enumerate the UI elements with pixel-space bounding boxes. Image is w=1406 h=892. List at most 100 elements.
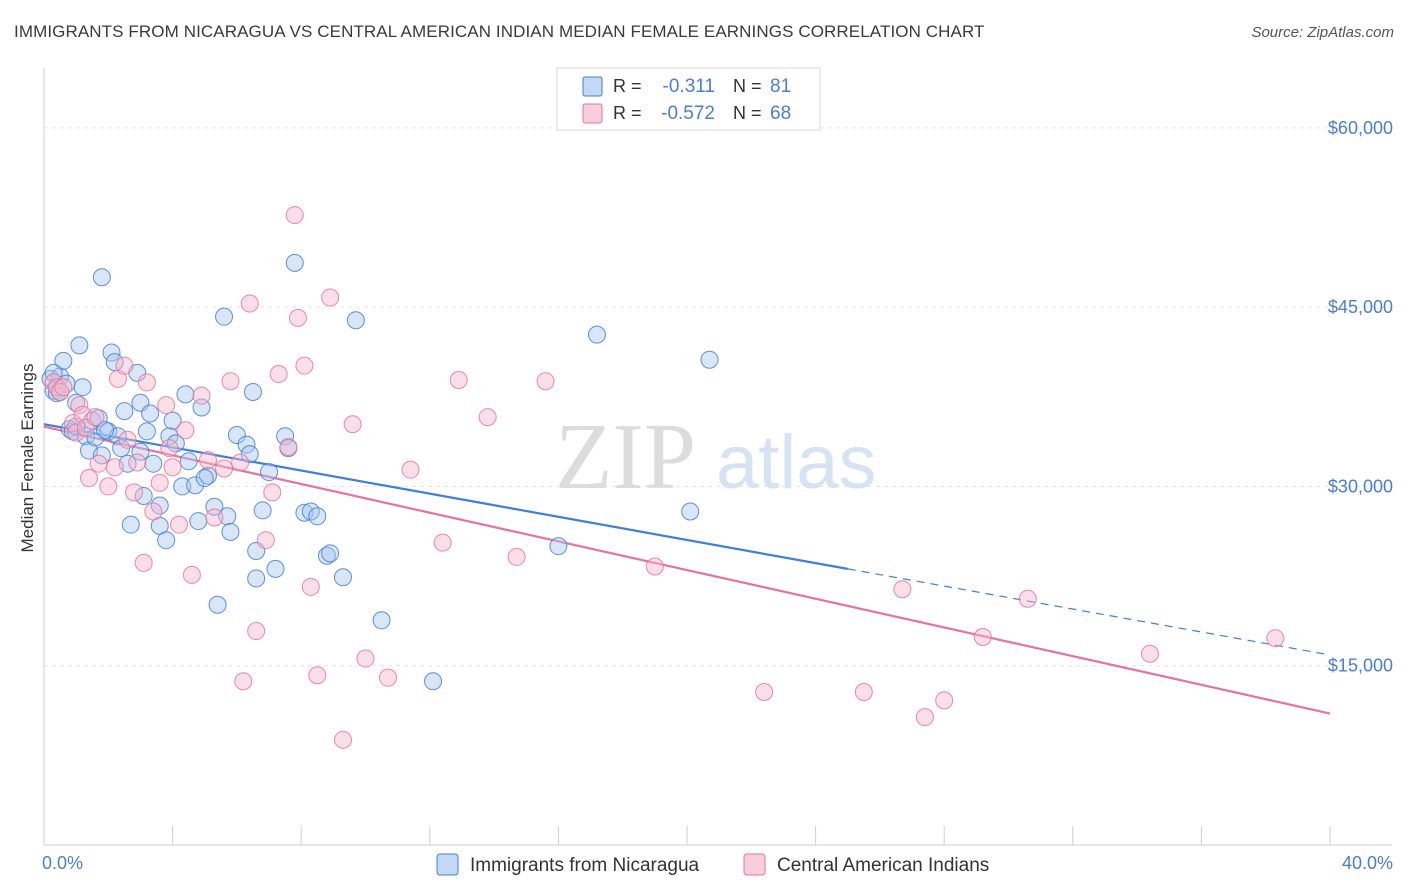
point-nicaragua bbox=[189, 512, 208, 531]
legend-n-value: 81 bbox=[770, 76, 791, 97]
legend-swatch bbox=[743, 853, 766, 876]
watermark-zip: ZIP bbox=[555, 405, 696, 509]
point-nicaragua bbox=[321, 544, 340, 563]
point-central-american-indian bbox=[170, 515, 189, 534]
point-central-american-indian bbox=[51, 382, 70, 401]
point-nicaragua bbox=[276, 427, 295, 446]
point-central-american-indian bbox=[215, 459, 234, 478]
point-nicaragua bbox=[67, 417, 86, 436]
point-central-american-indian bbox=[536, 372, 555, 391]
point-central-american-indian bbox=[288, 308, 307, 327]
point-central-american-indian bbox=[105, 458, 124, 477]
point-central-american-indian bbox=[115, 356, 134, 375]
point-central-american-indian bbox=[893, 580, 912, 599]
point-nicaragua bbox=[218, 507, 237, 526]
point-nicaragua bbox=[195, 469, 214, 488]
point-nicaragua bbox=[247, 569, 266, 588]
point-central-american-indian bbox=[231, 453, 250, 472]
point-nicaragua bbox=[115, 402, 134, 421]
legend-r-label: R = bbox=[613, 76, 642, 96]
legend-label: Central American Indians bbox=[777, 855, 989, 876]
point-central-american-indian bbox=[256, 531, 275, 550]
point-central-american-indian bbox=[263, 483, 282, 502]
watermark-atlas: atlas bbox=[716, 420, 877, 505]
point-central-american-indian bbox=[240, 294, 259, 313]
point-central-american-indian bbox=[150, 473, 169, 492]
legend-r-value: -0.572 bbox=[661, 103, 715, 124]
point-central-american-indian bbox=[137, 373, 156, 392]
point-central-american-indian bbox=[205, 508, 224, 527]
point-nicaragua bbox=[179, 452, 198, 471]
point-nicaragua bbox=[587, 325, 606, 344]
point-central-american-indian bbox=[134, 553, 153, 572]
point-central-american-indian bbox=[160, 439, 179, 458]
legend-n-value: 68 bbox=[770, 103, 791, 124]
point-central-american-indian bbox=[67, 423, 86, 442]
point-central-american-indian bbox=[478, 408, 497, 427]
series-legend: Immigrants from Nicaragua Central America… bbox=[436, 853, 989, 876]
point-nicaragua bbox=[144, 454, 163, 473]
point-nicaragua bbox=[186, 476, 205, 495]
source-note: Source: ZipAtlas.com bbox=[1251, 24, 1394, 41]
point-central-american-indian bbox=[144, 502, 163, 521]
point-central-american-indian bbox=[1018, 589, 1037, 608]
point-nicaragua bbox=[70, 336, 89, 355]
point-nicaragua bbox=[253, 501, 272, 520]
chart-title: IMMIGRANTS FROM NICARAGUA VS CENTRAL AME… bbox=[14, 22, 985, 41]
point-central-american-indian bbox=[269, 365, 288, 384]
point-nicaragua bbox=[424, 672, 443, 691]
point-central-american-indian bbox=[221, 372, 240, 391]
point-nicaragua bbox=[141, 404, 160, 423]
x-tick-label: 0.0% bbox=[42, 853, 83, 873]
point-central-american-indian bbox=[356, 649, 375, 668]
point-nicaragua bbox=[243, 382, 262, 401]
y-tick-label: $15,000 bbox=[1328, 656, 1393, 676]
legend-label: Immigrants from Nicaragua bbox=[470, 855, 700, 876]
point-central-american-indian bbox=[645, 557, 664, 576]
point-central-american-indian bbox=[915, 708, 934, 727]
y-tick-label: $30,000 bbox=[1328, 476, 1393, 496]
point-nicaragua bbox=[308, 507, 327, 526]
legend-n-label: N = bbox=[733, 76, 762, 96]
point-nicaragua bbox=[92, 268, 111, 287]
point-central-american-indian bbox=[935, 691, 954, 710]
legend-n-label: N = bbox=[733, 103, 762, 123]
point-central-american-indian bbox=[54, 378, 73, 397]
point-central-american-indian bbox=[379, 668, 398, 687]
point-nicaragua bbox=[285, 253, 304, 272]
legend-swatch bbox=[582, 76, 603, 97]
point-central-american-indian bbox=[295, 356, 314, 375]
x-tick-label: 40.0% bbox=[1342, 853, 1393, 873]
point-central-american-indian bbox=[973, 628, 992, 647]
point-nicaragua bbox=[549, 537, 568, 556]
point-central-american-indian bbox=[128, 453, 147, 472]
point-nicaragua bbox=[137, 422, 156, 441]
y-tick-label: $60,000 bbox=[1328, 118, 1393, 138]
point-central-american-indian bbox=[182, 565, 201, 584]
point-nicaragua bbox=[121, 515, 140, 534]
point-nicaragua bbox=[260, 463, 279, 482]
point-nicaragua bbox=[333, 568, 352, 587]
point-central-american-indian bbox=[308, 666, 327, 685]
y-tick-labels: $15,000 $30,000 $45,000 $60,000 bbox=[1328, 118, 1393, 676]
point-central-american-indian bbox=[333, 730, 352, 749]
point-central-american-indian bbox=[449, 371, 468, 390]
point-nicaragua bbox=[317, 546, 336, 565]
point-nicaragua bbox=[681, 502, 700, 521]
point-central-american-indian bbox=[80, 469, 99, 488]
point-nicaragua bbox=[67, 393, 86, 412]
point-nicaragua bbox=[346, 311, 365, 330]
point-central-american-indian bbox=[285, 206, 304, 225]
point-nicaragua bbox=[176, 385, 195, 404]
point-central-american-indian bbox=[89, 454, 108, 473]
point-central-american-indian bbox=[234, 672, 253, 691]
point-nicaragua bbox=[44, 363, 63, 382]
point-central-american-indian bbox=[198, 451, 217, 470]
legend-swatch bbox=[436, 853, 459, 876]
point-nicaragua bbox=[131, 442, 150, 461]
point-nicaragua bbox=[102, 343, 121, 362]
point-central-american-indian bbox=[44, 373, 63, 392]
point-central-american-indian bbox=[86, 408, 105, 427]
axes bbox=[43, 68, 1392, 846]
